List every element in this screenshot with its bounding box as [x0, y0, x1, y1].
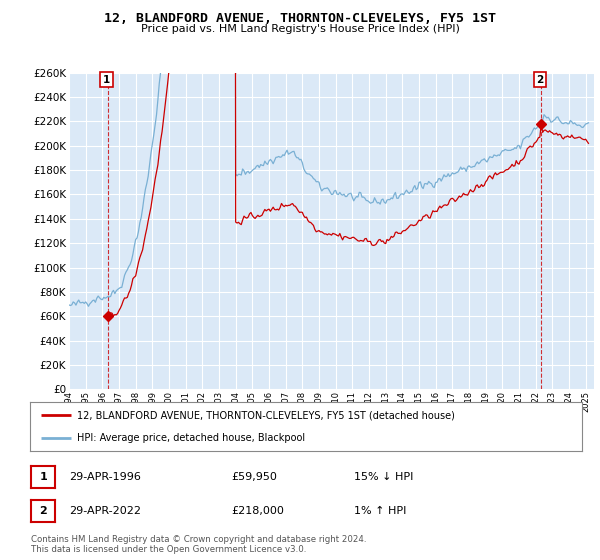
Text: £218,000: £218,000 [231, 506, 284, 516]
Text: 12, BLANDFORD AVENUE, THORNTON-CLEVELEYS, FY5 1ST: 12, BLANDFORD AVENUE, THORNTON-CLEVELEYS… [104, 12, 496, 25]
Text: 15% ↓ HPI: 15% ↓ HPI [354, 472, 413, 482]
Text: 1: 1 [40, 472, 47, 482]
Text: Contains HM Land Registry data © Crown copyright and database right 2024.
This d: Contains HM Land Registry data © Crown c… [31, 535, 367, 554]
Text: 2: 2 [40, 506, 47, 516]
Text: 29-APR-2022: 29-APR-2022 [69, 506, 141, 516]
Text: 12, BLANDFORD AVENUE, THORNTON-CLEVELEYS, FY5 1ST (detached house): 12, BLANDFORD AVENUE, THORNTON-CLEVELEYS… [77, 410, 455, 421]
Text: 1% ↑ HPI: 1% ↑ HPI [354, 506, 406, 516]
Text: 29-APR-1996: 29-APR-1996 [69, 472, 141, 482]
Text: Price paid vs. HM Land Registry's House Price Index (HPI): Price paid vs. HM Land Registry's House … [140, 24, 460, 34]
Text: 1: 1 [103, 74, 110, 85]
Text: HPI: Average price, detached house, Blackpool: HPI: Average price, detached house, Blac… [77, 433, 305, 444]
Text: 2: 2 [536, 74, 544, 85]
Text: £59,950: £59,950 [231, 472, 277, 482]
